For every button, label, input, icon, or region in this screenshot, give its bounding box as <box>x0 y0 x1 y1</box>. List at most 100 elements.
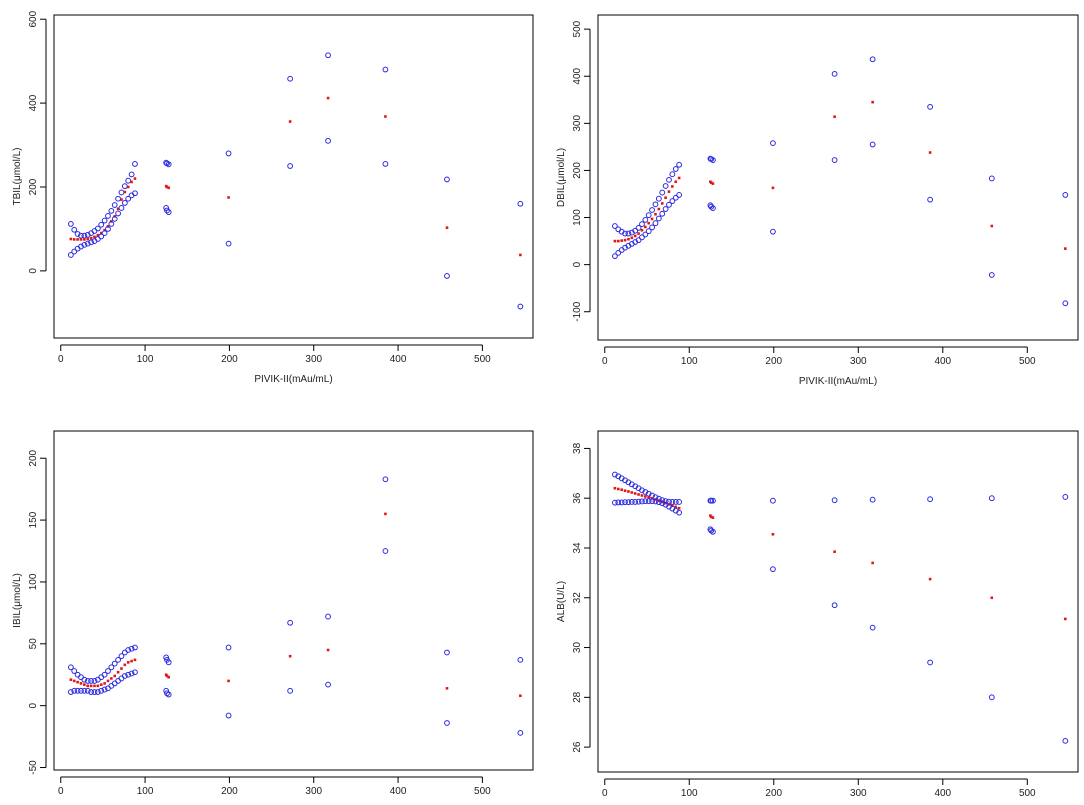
upper-bound-point <box>869 496 876 503</box>
x-tick-label: 300 <box>305 786 322 797</box>
lower-bound-point <box>111 680 118 687</box>
lower-bound-point <box>770 228 776 235</box>
x-tick-label: 500 <box>474 354 491 365</box>
fit-point <box>667 190 671 193</box>
lower-bound-point <box>655 215 662 222</box>
upper-bound-point <box>382 476 389 483</box>
x-tick-label: 200 <box>765 356 782 367</box>
y-tick-label: 150 <box>28 511 39 528</box>
lower-bound-point <box>652 498 659 505</box>
fit-point <box>833 550 836 554</box>
fit-point <box>113 674 117 678</box>
upper-bound-point <box>287 619 294 626</box>
lower-bound-point <box>101 686 108 693</box>
upper-bound-point <box>676 499 683 505</box>
lower-bound-point <box>927 659 934 666</box>
lower-bound-point <box>287 687 294 694</box>
fit-point <box>664 501 667 505</box>
x-tick-label: 0 <box>602 788 608 799</box>
upper-bound-point <box>115 656 121 663</box>
fit-point <box>99 231 103 235</box>
upper-bound-point <box>121 649 128 656</box>
lower-bound-point <box>115 210 121 217</box>
fit-point <box>227 679 230 683</box>
lower-bound-point <box>645 498 652 505</box>
x-tick-label: 200 <box>221 786 238 797</box>
fit-point <box>72 679 76 683</box>
y-axis-title: ALB(U/L) <box>556 581 567 622</box>
y-tick-label: 0 <box>572 261 583 267</box>
lower-bound-point <box>618 499 625 506</box>
fit-point <box>871 561 874 565</box>
y-tick-label: 400 <box>28 94 39 111</box>
upper-bound-point <box>710 157 716 163</box>
fit-point <box>620 488 623 492</box>
fit-point <box>627 490 630 493</box>
upper-bound-point <box>132 161 138 167</box>
fit-point <box>120 667 123 670</box>
fit-point <box>165 185 169 189</box>
upper-bound-point <box>71 226 78 233</box>
fit-point <box>990 224 994 228</box>
lower-bound-point <box>676 192 683 198</box>
fit-point <box>445 226 449 229</box>
lower-bound-point <box>1062 300 1069 307</box>
upper-bound-point <box>625 230 632 237</box>
lower-bound-point <box>444 720 450 726</box>
lower-bound-point <box>71 248 78 255</box>
upper-bound-point <box>121 183 128 190</box>
lower-bound-point <box>645 228 652 235</box>
fit-point <box>86 684 90 688</box>
fit-point <box>120 198 123 201</box>
x-tick-label: 100 <box>137 786 154 797</box>
lower-bound-point <box>676 509 683 516</box>
fit-point <box>133 177 137 180</box>
lower-bound-point <box>164 207 170 214</box>
x-tick-label: 100 <box>681 356 698 367</box>
fit-point <box>633 234 637 238</box>
y-tick-label: 50 <box>28 638 39 650</box>
y-tick-label: 26 <box>572 741 583 753</box>
fit-point <box>103 228 106 232</box>
x-tick-label: 200 <box>221 354 238 365</box>
lower-bound-point <box>615 249 622 256</box>
plot-frame <box>597 430 1079 773</box>
upper-bound-point <box>659 189 666 196</box>
fit-point <box>86 237 90 241</box>
chart-panel-2: 0 100 200 300 400 500 -100 0 100 200 300 400 500 PIVI… <box>556 14 1079 387</box>
x-tick-label: 500 <box>474 786 491 797</box>
upper-bound-point <box>988 495 995 502</box>
lower-bound-point <box>1062 737 1069 744</box>
fit-point <box>677 176 681 180</box>
lower-bound-point <box>649 224 655 231</box>
x-tick-label: 300 <box>850 788 867 799</box>
lower-bound-point <box>118 675 125 682</box>
lower-bound-point <box>165 209 172 216</box>
x-tick-label: 100 <box>137 354 154 365</box>
fit-point <box>79 682 83 685</box>
lower-bound-point <box>98 687 105 694</box>
y-tick-label: 38 <box>572 442 583 454</box>
upper-bound-point <box>67 664 74 671</box>
lower-bound-point <box>163 205 170 211</box>
fit-point <box>326 648 330 652</box>
upper-bound-point <box>672 499 679 505</box>
fit-point <box>637 493 640 496</box>
y-tick-label: 0 <box>28 702 39 708</box>
lower-bound-point <box>132 669 138 676</box>
lower-bound-point <box>517 729 524 736</box>
upper-bound-point <box>111 660 118 667</box>
fit-point <box>640 494 644 497</box>
upper-bound-point <box>662 183 669 189</box>
fit-point <box>76 238 79 241</box>
upper-bound-point <box>676 161 683 168</box>
lower-bound-point <box>628 499 635 505</box>
upper-bound-point <box>517 656 524 663</box>
upper-bound-point <box>125 177 132 184</box>
lower-bound-point <box>101 230 108 237</box>
fit-point <box>116 207 120 211</box>
lower-bound-point <box>382 548 389 554</box>
upper-bound-point <box>444 649 450 656</box>
y-tick-label: 600 <box>28 10 39 27</box>
upper-bound-point <box>927 103 934 110</box>
